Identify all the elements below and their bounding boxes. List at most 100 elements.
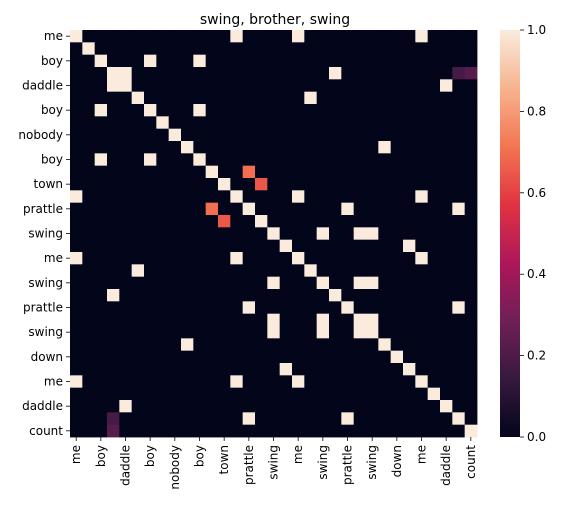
heatmap-cell [168,239,182,253]
heatmap-cell [415,30,429,43]
heatmap-cell [168,227,182,241]
heatmap-cell [168,412,182,426]
heatmap-cell [366,301,379,315]
heatmap-cell [242,412,256,426]
heatmap-cell [329,350,342,364]
heatmap-cell [366,141,379,154]
heatmap-cell [193,264,207,278]
heatmap-cell [94,104,108,117]
heatmap-cell [181,276,194,290]
heatmap-cell [464,153,478,167]
heatmap-cell [366,387,379,401]
y-tick-label: swing [28,227,63,241]
y-tick-label: boy [41,54,63,68]
heatmap-cell [107,239,120,253]
heatmap-cell [242,79,256,93]
heatmap-cell [255,67,268,80]
heatmap-cell [304,350,318,364]
heatmap-cell [378,104,392,117]
heatmap-cell [292,387,305,401]
heatmap-cell [378,116,392,130]
heatmap-cell [464,350,478,364]
heatmap-cell [427,252,441,265]
heatmap-cell [82,227,96,241]
heatmap-cell [168,301,182,315]
heatmap-cell [440,141,453,154]
heatmap-cell [415,252,429,265]
heatmap-cell [353,67,367,80]
heatmap-cell [119,128,133,142]
heatmap-cell [107,412,120,426]
y-tick-label: swing [28,325,63,339]
heatmap-cell [341,54,355,68]
heatmap-cell [119,67,133,80]
heatmap-cell [415,264,429,278]
heatmap-cell [230,412,244,426]
heatmap-cell [378,67,392,80]
heatmap-cell [70,30,83,43]
heatmap-cell [193,387,207,401]
heatmap-cell [70,178,83,191]
heatmap-cell [144,178,157,191]
heatmap-cell [230,387,244,401]
heatmap-cell [242,165,256,179]
heatmap-cell [131,363,145,376]
heatmap-cell [107,30,120,43]
heatmap-cell [341,153,355,167]
heatmap-cell [316,91,330,105]
heatmap-cell [119,375,133,389]
heatmap-cell [464,104,478,117]
heatmap-cell [452,54,466,68]
heatmap-cell [181,79,194,93]
heatmap-cell [70,79,83,93]
heatmap-cell [378,190,392,204]
heatmap-cell [427,30,441,43]
heatmap-cell [279,264,293,278]
x-tick-label: down [390,445,404,477]
heatmap-cell [218,375,231,389]
heatmap-cell [292,202,305,216]
heatmap-cell [427,363,441,376]
heatmap-cell [94,190,108,204]
heatmap-cell [156,338,170,352]
heatmap-cell [427,338,441,352]
x-tick-label: me [415,445,429,464]
heatmap-cell [390,350,404,364]
heatmap-cell [205,400,219,413]
heatmap-cell [82,79,96,93]
heatmap-cell [403,375,416,389]
heatmap-cell [94,239,108,253]
heatmap-cell [427,116,441,130]
heatmap-cell [304,264,318,278]
heatmap-cell [218,202,231,216]
heatmap-cell [390,128,404,142]
heatmap-cell [242,104,256,117]
heatmap-cell [440,375,453,389]
heatmap-cell [341,326,355,339]
heatmap-cell [279,54,293,68]
heatmap-cell [415,387,429,401]
heatmap-cell [156,363,170,376]
heatmap-cell [403,313,416,327]
heatmap-cell [452,363,466,376]
heatmap-cell [378,215,392,228]
heatmap-cell [353,400,367,413]
x-tick-label: swing [267,445,281,480]
heatmap-cell [378,326,392,339]
heatmap-cell [292,141,305,154]
heatmap-cell [82,363,96,376]
heatmap-cell [415,276,429,290]
heatmap-cell [341,252,355,265]
heatmap-cell [82,141,96,154]
heatmap-cell [304,313,318,327]
heatmap-cell [403,301,416,315]
heatmap-cell [366,190,379,204]
heatmap-cell [193,42,207,56]
heatmap-cell [131,424,145,438]
heatmap-cell [131,67,145,80]
heatmap-cell [415,165,429,179]
heatmap-cell [390,30,404,43]
heatmap-cell [329,264,342,278]
heatmap-cell [107,252,120,265]
